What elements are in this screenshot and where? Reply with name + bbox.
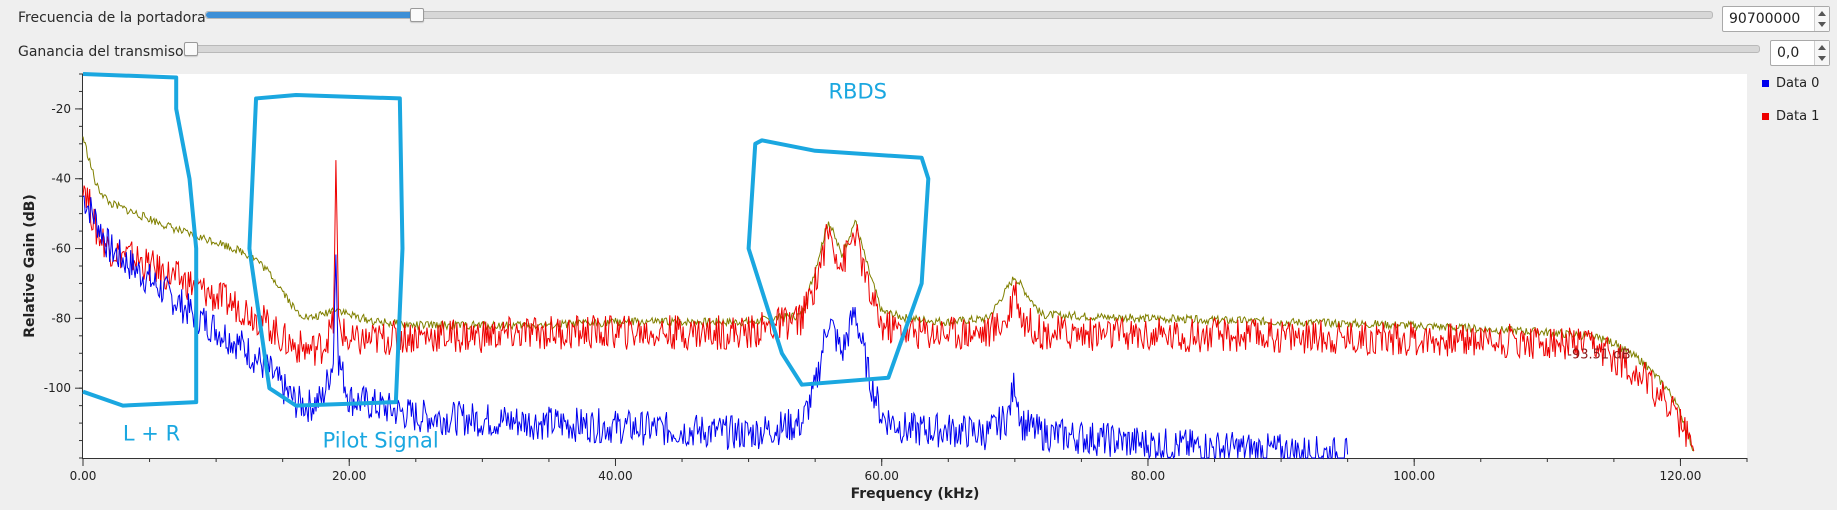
- marker-readout: -93.51 dB: [1567, 348, 1630, 363]
- legend-label-data0: Data 0: [1776, 76, 1820, 91]
- frequency-plot-canvas[interactable]: [82, 74, 1747, 459]
- annotation-label-rbds: RBDS: [828, 79, 887, 103]
- carrier-frequency-value[interactable]: 90700000: [1729, 11, 1801, 27]
- x-tick-label: 20.00: [332, 469, 366, 483]
- y-tick-label: -20: [51, 102, 71, 116]
- spin-down-arrow-icon[interactable]: [1818, 22, 1826, 27]
- carrier-frequency-slider[interactable]: [205, 8, 1713, 22]
- carrier-frequency-slider-fill: [206, 12, 418, 18]
- tx-gain-slider-handle[interactable]: [184, 42, 198, 56]
- lr-annotation-box: [82, 72, 199, 408]
- carrier-frequency-label: Frecuencia de la portadora: [18, 10, 206, 26]
- spin-up-arrow-icon[interactable]: [1818, 45, 1826, 50]
- y-axis-label: Relative Gain (dB): [22, 194, 38, 338]
- tx-gain-spin-buttons[interactable]: [1814, 41, 1829, 65]
- y-tick-label: -40: [51, 172, 71, 186]
- tx-gain-slider[interactable]: [184, 42, 1760, 56]
- series-line-data1: [82, 160, 1695, 452]
- tx-gain-label: Ganancia del transmisor: [18, 44, 190, 60]
- chart-legend: Data 0 Data 1: [1760, 76, 1819, 142]
- y-tick-label: -80: [51, 311, 71, 325]
- spin-down-arrow-icon[interactable]: [1818, 56, 1826, 61]
- tx-gain-row: Ganancia del transmisor 0,0: [0, 36, 1837, 70]
- y-tick-label: -60: [51, 242, 71, 256]
- carrier-frequency-row: Frecuencia de la portadora 90700000: [0, 2, 1837, 36]
- y-tick-label: -100: [44, 381, 71, 395]
- x-tick-label: 60.00: [865, 469, 899, 483]
- x-tick-label: 100.00: [1393, 469, 1435, 483]
- legend-item-data0[interactable]: Data 0: [1760, 76, 1819, 109]
- carrier-frequency-slider-handle[interactable]: [410, 8, 425, 22]
- legend-item-data1[interactable]: Data 1: [1760, 109, 1819, 142]
- series-line-trace2: [82, 136, 1695, 452]
- x-tick-label: 40.00: [598, 469, 632, 483]
- series-line-data0: [82, 195, 1349, 460]
- tx-gain-spinbox[interactable]: 0,0: [1770, 40, 1830, 66]
- rbds-annotation-box: [746, 138, 931, 387]
- annotation-label-pilot: Pilot Signal: [323, 429, 439, 453]
- x-tick-label: 0.00: [70, 469, 97, 483]
- legend-label-data1: Data 1: [1776, 109, 1820, 124]
- carrier-frequency-spinbox[interactable]: 90700000: [1722, 6, 1830, 32]
- annotation-label-lr: L + R: [123, 422, 180, 446]
- legend-swatch-data1: [1762, 113, 1769, 120]
- x-tick-label: 80.00: [1131, 469, 1165, 483]
- carrier-frequency-spin-buttons[interactable]: [1814, 7, 1829, 31]
- pilot-annotation-box: [247, 92, 405, 408]
- x-tick-label: 120.00: [1659, 469, 1701, 483]
- x-axis-label: Frequency (kHz): [851, 486, 980, 502]
- spin-up-arrow-icon[interactable]: [1818, 11, 1826, 16]
- tx-gain-value[interactable]: 0,0: [1777, 45, 1800, 61]
- legend-swatch-data0: [1762, 80, 1769, 87]
